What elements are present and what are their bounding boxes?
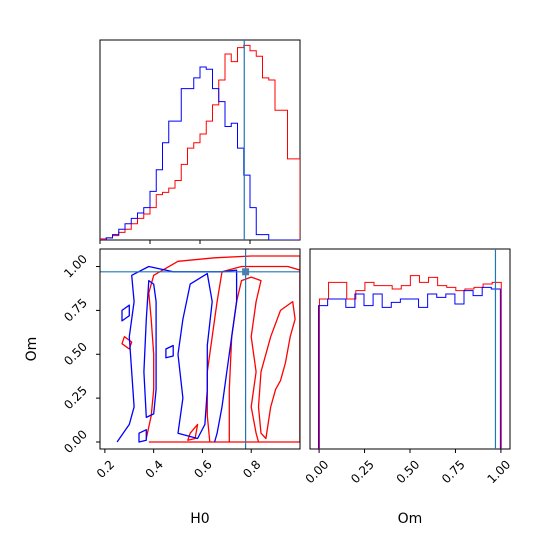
- contour-1-5: [165, 344, 174, 359]
- h0-histogram-series-1: [100, 66, 300, 240]
- om-y-tick-label: 0.25: [61, 383, 90, 412]
- contour-1-2: [143, 279, 157, 419]
- contour-1-3: [121, 304, 130, 322]
- om-axis-label: Om: [398, 511, 423, 527]
- om-y-tick-label: 1.00: [61, 252, 90, 281]
- om-y-tick-label: 0.50: [61, 340, 90, 369]
- contour-1-4: [138, 429, 147, 443]
- h0-x-tick-label: 0.6: [191, 457, 214, 480]
- om-x-tick-label: 1.00: [484, 457, 513, 486]
- h0-axis-label: H0: [190, 511, 209, 527]
- h0-histogram-series-0: [100, 44, 300, 240]
- om-histogram-series-1: [318, 286, 501, 449]
- h0-x-tick-label: 0.8: [240, 457, 263, 480]
- h0-om-joint-panel: 0.2 0.4 0.6 0.8 0.00 0.25 0.50 0.75 1.00: [61, 248, 301, 481]
- joint-frame: [99, 248, 301, 450]
- om-y-tick-label: 0.00: [61, 427, 90, 456]
- h0-x-tick-label: 0.2: [94, 457, 117, 480]
- h0-marginal-panel: [99, 39, 301, 244]
- om-y-tick-label: 0.75: [61, 296, 90, 325]
- om-x-tick-label: 0.00: [303, 457, 332, 486]
- om-x-tick-label: 0.25: [348, 457, 377, 486]
- om-marginal-panel: 0.00 0.25 0.50 0.75 1.00: [303, 248, 513, 486]
- contour-0-3: [257, 300, 296, 440]
- contour-0-5: [187, 423, 199, 441]
- om-y-axis-label: Om: [24, 337, 40, 362]
- contour-0-0: [145, 255, 300, 443]
- om-histogram-series-0: [318, 275, 502, 449]
- h0-x-tick-label: 0.4: [143, 457, 166, 480]
- joint-truth-marker: [242, 268, 250, 276]
- contour-1-1: [177, 272, 213, 440]
- om-x-tick-label: 0.50: [394, 457, 423, 486]
- om-x-tick-label: 0.75: [439, 457, 468, 486]
